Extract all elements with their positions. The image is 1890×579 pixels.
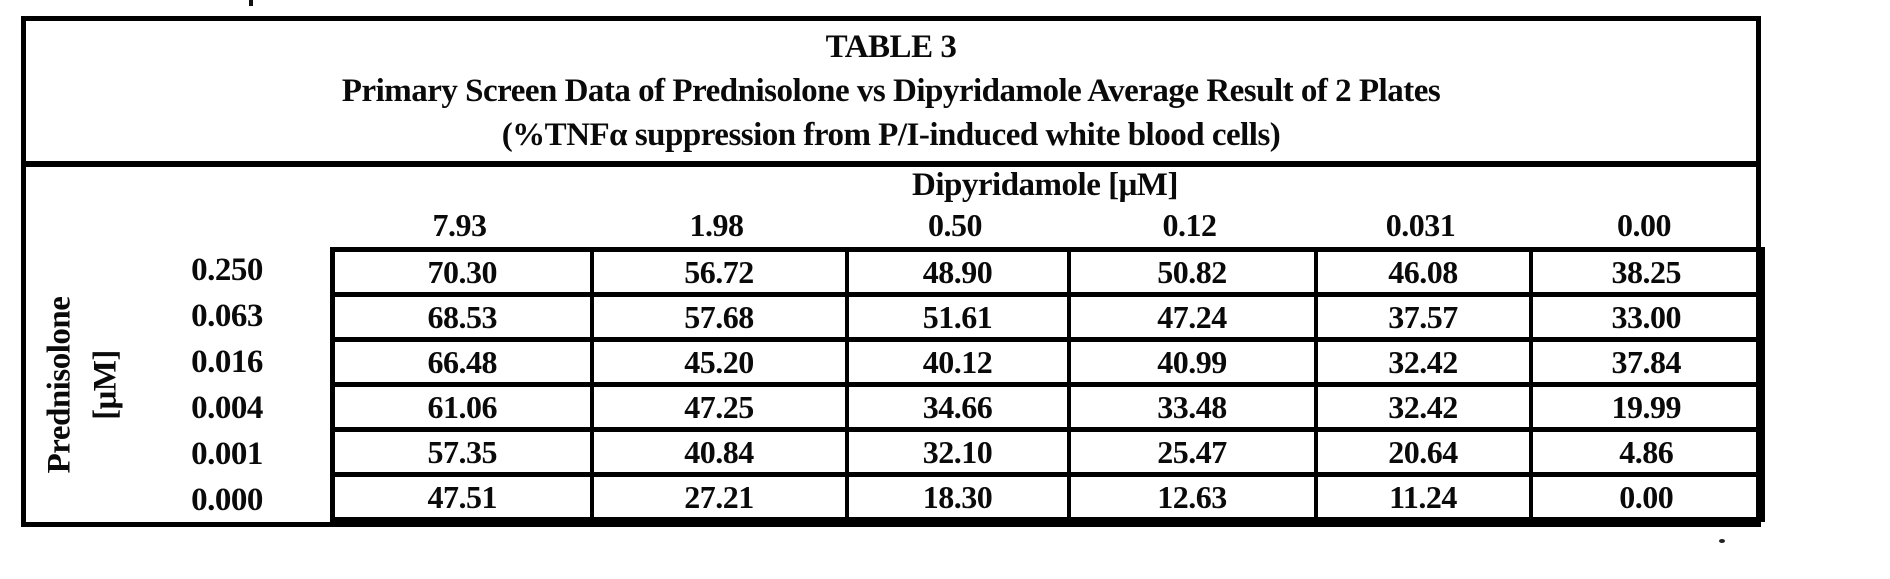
column-header: 1.98 [689,207,745,243]
data-cell: 66.48 [330,337,594,387]
data-cell: 34.66 [844,382,1071,432]
data-cell: 20.64 [1313,427,1533,477]
data-cell: 38.25 [1528,247,1765,297]
data-cell: 37.84 [1528,337,1765,387]
data-cell: 33.00 [1528,292,1765,342]
column-header: 0.50 [928,207,983,243]
data-cell: 12.63 [1066,472,1318,522]
row-axis-label-line1: Prednisolone [41,296,78,474]
data-cell: 0.00 [1528,472,1765,522]
data-cell: 68.53 [330,292,594,342]
data-cell: 33.48 [1066,382,1318,432]
column-header: 0.12 [1162,207,1218,243]
data-grid: 70.30 56.72 48.90 50.82 46.08 38.25 68.53 57.68… [330,247,1765,522]
column-group-label: Dipyridamole [μM] [912,167,1178,203]
data-cell: 48.90 [844,247,1071,297]
row-header: 0.250 [191,252,263,288]
column-header: 7.93 [432,207,488,243]
scan-artifact-dot [1719,539,1725,543]
data-cell: 25.47 [1066,427,1318,477]
data-cell: 47.24 [1066,292,1318,342]
data-cell: 32.42 [1313,382,1533,432]
data-cell: 70.30 [330,247,594,297]
data-cell: 32.42 [1313,337,1533,387]
row-axis-label-line2: [μM] [87,350,124,420]
row-header: 0.001 [191,436,263,472]
table-row: 66.48 45.20 40.12 40.99 32.42 37.84 [330,337,1765,387]
column-header: 0.031 [1385,207,1456,243]
data-cell: 19.99 [1528,382,1765,432]
data-cell: 45.20 [589,337,849,387]
data-cell: 40.99 [1066,337,1318,387]
data-cell: 4.86 [1528,427,1765,477]
table-row: 68.53 57.68 51.61 47.24 37.57 33.00 [330,292,1765,342]
row-header: 0.016 [191,344,263,380]
data-cell: 47.25 [589,382,849,432]
data-cell: 18.30 [844,472,1071,522]
data-cell: 32.10 [844,427,1071,477]
table-caption-subtitle: (%TNFα suppression from P/I-induced whit… [501,117,1281,153]
row-header: 0.063 [191,298,263,334]
data-cell: 56.72 [589,247,849,297]
data-cell: 40.84 [589,427,849,477]
data-cell: 27.21 [589,472,849,522]
data-cell: 50.82 [1066,247,1318,297]
table-row: 70.30 56.72 48.90 50.82 46.08 38.25 [330,247,1765,297]
data-cell: 51.61 [844,292,1071,342]
table-row: 57.35 40.84 32.10 25.47 20.64 4.86 [330,427,1765,477]
row-header: 0.000 [191,482,263,518]
data-cell: 37.57 [1313,292,1533,342]
data-cell: 40.12 [844,337,1071,387]
table-row: 61.06 47.25 34.66 33.48 32.42 19.99 [330,382,1765,432]
data-cell: 47.51 [330,472,594,522]
column-header: 0.00 [1617,207,1672,243]
scan-artifact-tick [249,0,253,6]
data-cell: 57.35 [330,427,594,477]
table-caption-block: TABLE 3 Primary Screen Data of Prednisol… [26,21,1756,167]
row-axis-label: Prednisolone [μM] [30,252,135,518]
table-caption-title: Primary Screen Data of Prednisolone vs D… [341,73,1441,109]
table-row: 47.51 27.21 18.30 12.63 11.24 0.00 [330,472,1765,522]
data-cell: 61.06 [330,382,594,432]
data-cell: 46.08 [1313,247,1533,297]
data-cell: 11.24 [1313,472,1533,522]
data-cell: 57.68 [589,292,849,342]
row-header: 0.004 [191,390,263,426]
table-caption-number: TABLE 3 [825,29,957,65]
